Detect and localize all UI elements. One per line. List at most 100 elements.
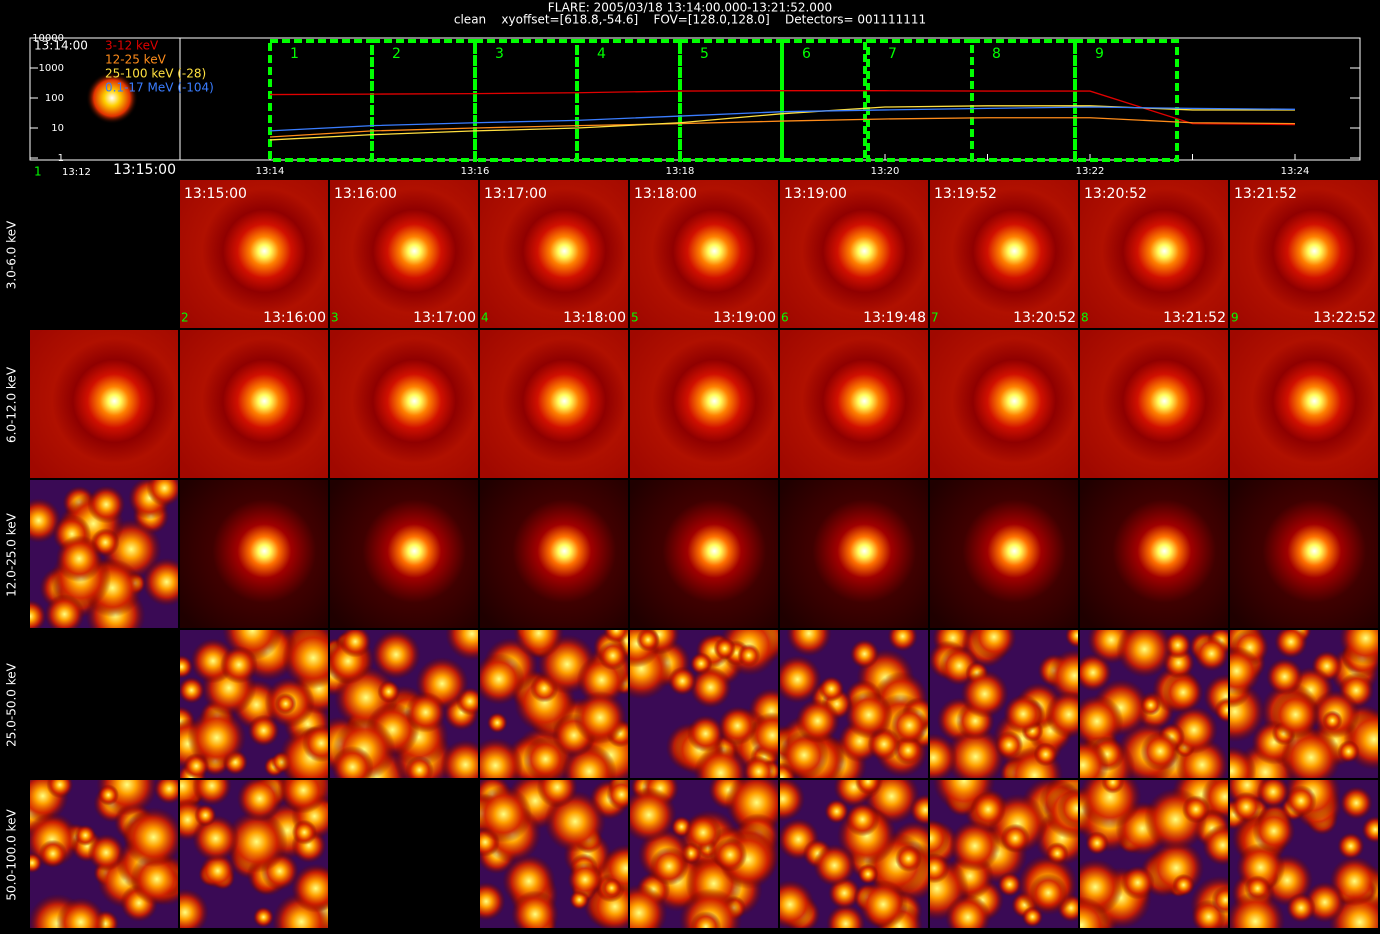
band-label: 12.0-25.0 keV: [5, 512, 19, 596]
tile-blob: [971, 630, 1017, 660]
tile-blob: [668, 666, 697, 696]
tile-blob: [30, 599, 47, 628]
tile-end-time: 13:17:00: [413, 310, 476, 326]
interval-box: [970, 39, 1077, 162]
interval-label: 1: [290, 46, 299, 62]
tile-blob: [56, 897, 106, 928]
image-tile: [480, 330, 628, 478]
tile-blob: [445, 630, 478, 661]
tile-blob: [96, 780, 158, 816]
image-tile: [630, 330, 778, 478]
inset-start: 13:14:00: [34, 39, 88, 53]
image-tile: [630, 630, 778, 778]
tile-blob: [274, 693, 297, 715]
tile-blob: [30, 852, 43, 873]
interval-box: [866, 39, 974, 162]
tile-blob: [486, 712, 508, 734]
image-tile: [480, 180, 628, 328]
header-title: FLARE: 2005/03/18 13:14:00.000-13:21:52.…: [548, 1, 832, 15]
tile-bg: [480, 480, 628, 628]
tile-blob: [146, 480, 178, 507]
tile-start-time: 13:19:52: [934, 186, 997, 202]
tile-blob: [1057, 788, 1078, 829]
image-tile: [180, 180, 328, 328]
tile-start-time: 13:19:00: [784, 186, 847, 202]
tile-index: 6: [781, 311, 789, 325]
tile-bg: [30, 330, 178, 478]
image-tile: [1230, 180, 1378, 328]
tile-blob: [192, 780, 232, 806]
image-tile: [480, 480, 628, 628]
tile-blob: [649, 846, 689, 886]
image-tile: [780, 630, 928, 778]
tile-blob: [1337, 740, 1360, 763]
image-tile: [330, 180, 478, 328]
image-tile: [330, 330, 478, 478]
image-tile: [480, 780, 628, 928]
interval-label: 5: [700, 46, 709, 62]
tile-blob: [38, 839, 68, 868]
tile-blob: [718, 706, 758, 746]
y-tick-label: 100: [45, 93, 64, 104]
inset-end: 13:15:00: [113, 162, 176, 178]
tile-index: 8: [1081, 311, 1089, 325]
tile-blob: [1230, 746, 1257, 778]
tile-blob: [371, 630, 421, 680]
image-tile: [180, 780, 328, 928]
tile-end-time: 13:16:00: [263, 310, 326, 326]
tile-blob: [1033, 742, 1058, 767]
image-tile: [1080, 780, 1228, 928]
tile-blob: [1048, 649, 1078, 702]
legend-entry: 3-12 keV: [105, 39, 159, 53]
band-label: 50.0-100.0 keV: [5, 809, 19, 901]
tile-end-time: 13:20:52: [1013, 310, 1076, 326]
interval-label: 9: [1095, 46, 1104, 62]
tile-start-time: 13:20:52: [1084, 186, 1147, 202]
tile-blob: [737, 643, 761, 667]
tile-blob: [1140, 731, 1180, 771]
tile-blob: [331, 745, 374, 778]
tile-bg: [1230, 180, 1378, 328]
tile-blob: [689, 666, 732, 709]
tile-blob: [142, 557, 178, 607]
tile-blob: [858, 879, 908, 928]
inset-index: 1: [34, 165, 42, 179]
tile-blob: [1271, 690, 1320, 739]
image-tile: [1080, 630, 1228, 778]
tile-start-time: 13:21:52: [1234, 186, 1297, 202]
tile-blob: [97, 784, 119, 806]
tile-blob: [930, 819, 950, 858]
tile-blob: [630, 787, 677, 843]
tile-blob: [598, 640, 628, 671]
tile-bg: [930, 180, 1078, 328]
series-line: [269, 117, 1296, 138]
tile-blob: [200, 853, 236, 889]
tile-blob: [857, 863, 879, 885]
tile-bg: [630, 180, 778, 328]
tile-blob: [1029, 873, 1068, 912]
tile-blob: [1000, 823, 1030, 853]
tile-blob: [405, 691, 447, 733]
series-line: [269, 106, 1296, 132]
interval-box: [370, 39, 477, 162]
x-tick-label: 13:24: [1281, 166, 1310, 177]
image-tile: [330, 630, 478, 778]
interval-box: [780, 39, 867, 162]
image-tile: [180, 330, 328, 478]
tile-blob: [1080, 653, 1112, 692]
tile-blob: [1182, 795, 1210, 824]
image-tile: [930, 330, 1078, 478]
tile-blob: [603, 630, 628, 644]
tile-blob: [845, 802, 880, 837]
series-line: [269, 90, 1296, 126]
tile-blob: [302, 723, 328, 763]
interval-box: [678, 39, 784, 162]
tile-blob: [46, 780, 74, 799]
tile-blob: [1280, 727, 1342, 778]
tile-bg: [1080, 330, 1228, 478]
image-tile: [780, 480, 928, 628]
tile-blob: [890, 706, 928, 744]
tile-blob: [1361, 815, 1378, 844]
tile-blob: [480, 785, 532, 843]
tile-blob: [339, 630, 372, 658]
